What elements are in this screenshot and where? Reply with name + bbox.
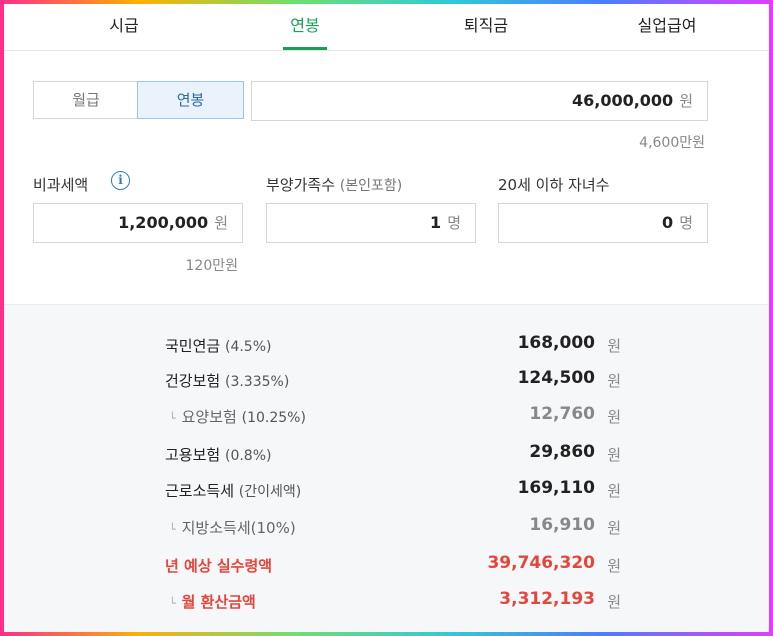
result-row-income-tax: 근로소득세 (간이세액) 169,110 원 bbox=[165, 478, 625, 502]
nontax-label: 비과세액 bbox=[33, 176, 89, 194]
salary-input[interactable]: 46,000,000 원 bbox=[251, 81, 708, 121]
care-unit: 원 bbox=[607, 408, 621, 426]
local-tax-unit: 원 bbox=[607, 519, 621, 537]
income-tax-label: 근로소득세 bbox=[165, 482, 235, 500]
monthly-net-unit: 원 bbox=[607, 593, 621, 611]
tab-hourly[interactable]: 시급 bbox=[109, 16, 139, 35]
pension-name: 국민연금 (4.5%) bbox=[165, 335, 271, 356]
pension-unit: 원 bbox=[607, 337, 621, 355]
pension-amount: 168,000 bbox=[517, 333, 595, 353]
result-row-health: 건강보험 (3.335%) 124,500 원 bbox=[165, 368, 625, 392]
dependents-label-sub: (본인포함) bbox=[339, 178, 403, 194]
mode-monthly-button[interactable]: 월급 bbox=[33, 81, 138, 119]
children-value: 0 bbox=[662, 213, 674, 232]
calculator-tabs: 시급 연봉 퇴직금 실업급여 bbox=[4, 4, 769, 51]
income-tax-rate: (간이세액) bbox=[238, 484, 302, 500]
local-tax-amount: 16,910 bbox=[529, 515, 595, 535]
result-row-care: └ 요양보험 (10.25%) 12,760 원 bbox=[165, 404, 625, 428]
employment-rate: (0.8%) bbox=[224, 448, 272, 464]
pension-rate: (4.5%) bbox=[224, 339, 272, 355]
income-tax-unit: 원 bbox=[607, 482, 621, 500]
employment-name: 고용보험 (0.8%) bbox=[165, 444, 271, 465]
local-tax-name: └ 지방소득세(10%) bbox=[169, 517, 296, 538]
result-row-pension: 국민연금 (4.5%) 168,000 원 bbox=[165, 333, 625, 357]
health-name: 건강보험 (3.335%) bbox=[165, 370, 289, 391]
health-amount: 124,500 bbox=[517, 368, 595, 388]
salary-hint: 4,600만원 bbox=[639, 135, 705, 151]
health-label: 건강보험 bbox=[165, 372, 221, 390]
child-corner-icon: └ bbox=[169, 412, 176, 425]
nontax-input[interactable]: 1,200,000 원 bbox=[33, 203, 243, 243]
care-name: └ 요양보험 (10.25%) bbox=[169, 406, 306, 427]
nontax-value: 1,200,000 bbox=[118, 213, 209, 232]
monthly-net-label: 월 환산금액 bbox=[181, 593, 256, 611]
tab-annual[interactable]: 연봉 bbox=[245, 4, 365, 50]
result-row-monthly-net: └ 월 환산금액 3,312,193 원 bbox=[165, 589, 625, 613]
result-row-annual-net: 년 예상 실수령액 39,746,320 원 bbox=[165, 553, 625, 577]
health-rate: (3.335%) bbox=[224, 374, 290, 390]
dependents-label: 부양가족수 (본인포함) bbox=[266, 174, 402, 195]
result-row-employment: 고용보험 (0.8%) 29,860 원 bbox=[165, 442, 625, 466]
annual-net-name: 년 예상 실수령액 bbox=[165, 557, 273, 575]
annual-net-unit: 원 bbox=[607, 557, 621, 575]
employment-amount: 29,860 bbox=[529, 442, 595, 462]
care-label: 요양보험 bbox=[181, 408, 237, 426]
annual-net-amount: 39,746,320 bbox=[487, 553, 595, 573]
results-panel bbox=[4, 304, 769, 632]
dependents-unit: 명 bbox=[447, 214, 461, 232]
employment-unit: 원 bbox=[607, 446, 621, 464]
children-label: 20세 이하 자녀수 bbox=[498, 176, 610, 194]
salary-unit: 원 bbox=[679, 92, 693, 110]
child-corner-icon: └ bbox=[169, 523, 176, 536]
monthly-net-amount: 3,312,193 bbox=[499, 589, 595, 609]
care-rate: (10.25%) bbox=[241, 410, 306, 426]
employment-label: 고용보험 bbox=[165, 446, 221, 464]
income-tax-amount: 169,110 bbox=[517, 478, 595, 498]
dependents-label-text: 부양가족수 bbox=[266, 176, 336, 194]
health-unit: 원 bbox=[607, 372, 621, 390]
pension-label: 국민연금 bbox=[165, 337, 221, 355]
nontax-unit: 원 bbox=[214, 214, 228, 232]
local-tax-label: 지방소득세(10%) bbox=[181, 519, 296, 537]
dependents-value: 1 bbox=[430, 213, 442, 232]
monthly-net-name: └ 월 환산금액 bbox=[169, 591, 256, 612]
care-amount: 12,760 bbox=[529, 404, 595, 424]
mode-yearly-button[interactable]: 연봉 bbox=[137, 81, 244, 119]
income-tax-name: 근로소득세 (간이세액) bbox=[165, 480, 301, 501]
nontax-hint: 120만원 bbox=[185, 258, 238, 274]
child-corner-icon: └ bbox=[169, 597, 176, 610]
salary-value: 46,000,000 bbox=[571, 91, 674, 110]
result-row-local-tax: └ 지방소득세(10%) 16,910 원 bbox=[165, 515, 625, 539]
children-unit: 명 bbox=[679, 214, 693, 232]
info-icon[interactable]: i bbox=[111, 171, 130, 190]
tab-unemployment[interactable]: 실업급여 bbox=[637, 16, 697, 35]
tab-severance[interactable]: 퇴직금 bbox=[463, 16, 509, 35]
